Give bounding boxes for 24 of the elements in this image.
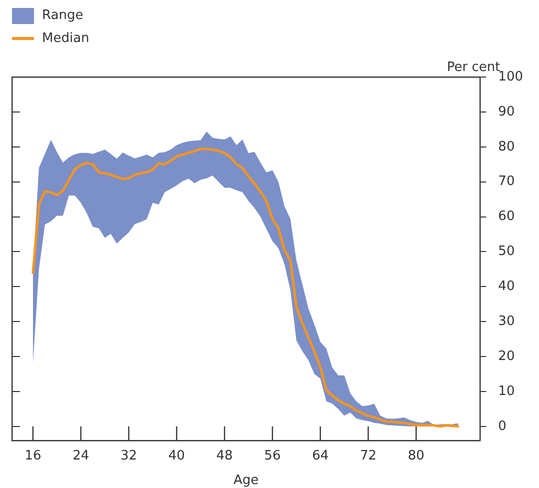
- y-tick-label: 0: [498, 418, 506, 434]
- y-tick-label: 10: [498, 384, 515, 399]
- y-axis-title: Per cent: [446, 60, 500, 75]
- x-tick-label: 48: [216, 448, 233, 464]
- y-tick-label: 20: [498, 348, 515, 364]
- x-tick-label: 80: [408, 448, 424, 464]
- x-axis-title: Age: [234, 472, 259, 488]
- x-tick-label: 40: [168, 448, 185, 464]
- x-tick-label: 72: [360, 448, 377, 464]
- x-tick-label: 32: [120, 448, 138, 464]
- y-tick-label: 60: [498, 209, 515, 224]
- y-tick-label: 100: [498, 69, 524, 84]
- y-tick-label: 40: [498, 279, 515, 294]
- y-tick-label: 80: [498, 139, 515, 154]
- text: Range: [42, 8, 84, 23]
- y-tick-label: 30: [498, 314, 515, 329]
- x-tick-label: 16: [24, 448, 42, 464]
- y-tick-label: 70: [498, 174, 515, 190]
- y-tick-label: 50: [498, 244, 515, 260]
- x-tick-label: 64: [312, 448, 329, 464]
- y-tick-label: 90: [498, 104, 515, 120]
- x-tick-label: 24: [72, 448, 90, 464]
- legend-label: Median: [42, 31, 90, 46]
- x-tick-label: 56: [264, 448, 281, 464]
